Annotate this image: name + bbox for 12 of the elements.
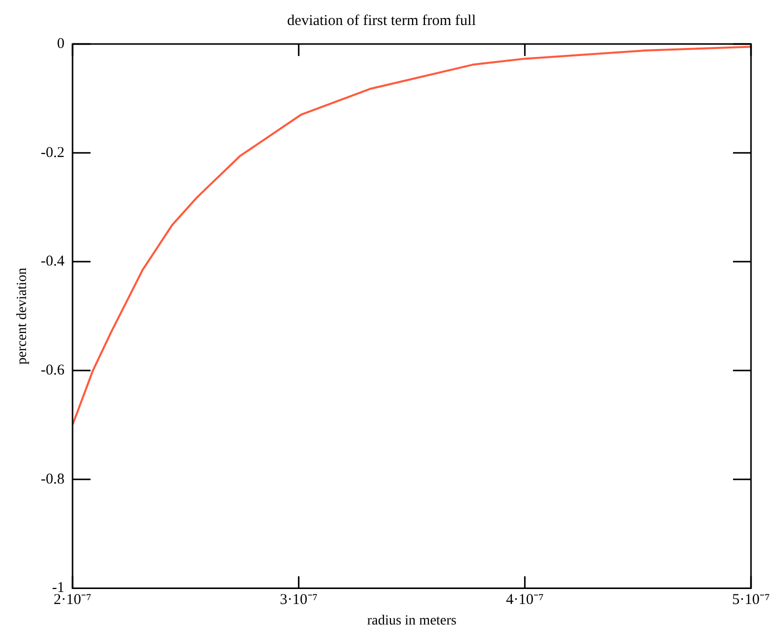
y-tick-label: 0 bbox=[57, 36, 65, 52]
x-tick-label: 4·10⁻⁷ bbox=[506, 592, 544, 608]
x-axis-title: radius in meters bbox=[367, 613, 456, 628]
y-tick-label: -0.8 bbox=[40, 471, 65, 488]
x-tick-label: 3·10⁻⁷ bbox=[280, 592, 318, 608]
chart-title: deviation of first term from full bbox=[287, 12, 476, 29]
y-tick-label: -0.2 bbox=[40, 144, 65, 161]
y-tick-label: -0.6 bbox=[40, 362, 66, 378]
y-axis-title: percent deviation bbox=[15, 268, 30, 364]
x-tick-label: 2·10⁻⁷ bbox=[54, 592, 92, 608]
x-tick-label: 5·10⁻⁷ bbox=[732, 592, 770, 608]
y-tick-label: -0.4 bbox=[40, 254, 66, 270]
